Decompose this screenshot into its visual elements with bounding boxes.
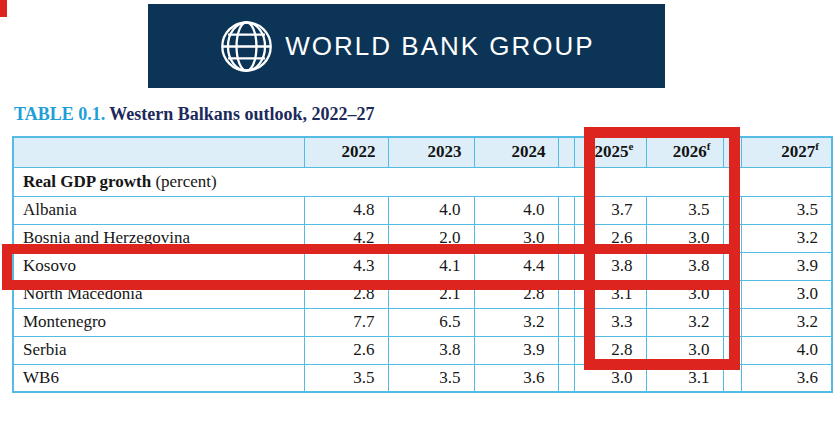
col-header-2024: 2024 [474, 137, 558, 167]
value-cell-2024: 3.2 [474, 308, 558, 336]
table-row-montenegro: Montenegro7.76.53.23.33.23.2 [13, 308, 832, 336]
gap-cell [723, 224, 741, 252]
value-cell-2024: 4.0 [474, 196, 558, 224]
banner-logo-text: WORLD BANK GROUP [285, 31, 594, 62]
col-header-2027: 2027f [741, 137, 832, 167]
section-cell: Real GDP growth (percent) [13, 167, 832, 196]
value-cell-2022: 4.8 [304, 196, 388, 224]
value-cell-2025: 2.8 [574, 336, 646, 364]
value-cell-2023: 4.1 [388, 252, 474, 280]
value-cell-2023: 2.1 [388, 280, 474, 308]
value-cell-2027: 3.9 [741, 252, 832, 280]
gap-cell [723, 308, 741, 336]
value-cell-2025: 2.6 [574, 224, 646, 252]
value-cell-2025: 3.8 [574, 252, 646, 280]
value-cell-2025: 3.0 [574, 364, 646, 392]
table-row-north-macedonia: North Macedonia2.82.12.83.13.03.0 [13, 280, 832, 308]
value-cell-2022: 2.8 [304, 280, 388, 308]
table-row-bosnia-and-herzegovina: Bosnia and Herzegovina4.22.03.02.63.03.2 [13, 224, 832, 252]
col-header-2023: 2023 [388, 137, 474, 167]
value-cell-2027: 3.6 [741, 364, 832, 392]
value-cell-2022: 3.5 [304, 364, 388, 392]
value-cell-2027: 3.5 [741, 196, 832, 224]
value-cell-2025: 3.1 [574, 280, 646, 308]
table-row-wb6: WB63.53.53.63.03.13.6 [13, 364, 832, 392]
value-cell-2022: 2.6 [304, 336, 388, 364]
value-cell-2022: 4.3 [304, 252, 388, 280]
col-superscript: e [629, 141, 634, 153]
table-row-serbia: Serbia2.63.83.9 2.83.0 4.0 [13, 336, 832, 364]
value-cell-2024: 3.9 [474, 336, 558, 364]
gap-cell [723, 364, 741, 392]
value-cell-2025: 3.7 [574, 196, 646, 224]
value-cell-2026: 3.8 [646, 252, 723, 280]
globe-icon [218, 18, 275, 75]
gap-cell [558, 336, 574, 364]
gap-cell [723, 336, 741, 364]
table-row-albania: Albania4.84.04.03.73.53.5 [13, 196, 832, 224]
section-note: (percent) [151, 172, 217, 191]
gap-cell [723, 196, 741, 224]
value-cell-2024: 3.0 [474, 224, 558, 252]
gap-column-header [558, 137, 574, 167]
value-cell-2026: 3.1 [646, 364, 723, 392]
value-cell-2026: 3.2 [646, 308, 723, 336]
section-title: Real GDP growth [23, 172, 151, 191]
value-cell-2022: 7.7 [304, 308, 388, 336]
table-header-row: 202220232024 2025e2026f 2027f [13, 137, 832, 167]
value-cell-2024: 2.8 [474, 280, 558, 308]
country-cell: Serbia [13, 336, 304, 364]
col-header-blank [13, 137, 304, 167]
red-corner-mark [0, 0, 7, 17]
country-cell: WB6 [13, 364, 304, 392]
report-page: WORLD BANK GROUP TABLE 0.1. Western Balk… [0, 0, 836, 423]
value-cell-2027: 3.2 [741, 224, 832, 252]
table-body: Real GDP growth (percent) Albania4.84.04… [13, 167, 832, 392]
table-number-label: TABLE 0.1. [14, 104, 105, 124]
value-cell-2024: 4.4 [474, 252, 558, 280]
col-header-2025: 2025e [574, 137, 646, 167]
table-title: TABLE 0.1. Western Balkans outlook, 2022… [14, 102, 374, 126]
country-cell: North Macedonia [13, 280, 304, 308]
col-superscript: f [815, 141, 819, 153]
value-cell-2023: 3.8 [388, 336, 474, 364]
value-cell-2026: 3.5 [646, 196, 723, 224]
country-cell: Bosnia and Herzegovina [13, 224, 304, 252]
value-cell-2023: 3.5 [388, 364, 474, 392]
gap-cell [558, 224, 574, 252]
value-cell-2023: 4.0 [388, 196, 474, 224]
gap-cell [558, 280, 574, 308]
value-cell-2027: 3.0 [741, 280, 832, 308]
world-bank-banner: WORLD BANK GROUP [148, 4, 665, 88]
outlook-table: 202220232024 2025e2026f 2027f Real GDP gro… [12, 136, 833, 393]
value-cell-2022: 4.2 [304, 224, 388, 252]
country-cell: Kosovo [13, 252, 304, 280]
col-superscript: f [707, 141, 711, 153]
country-cell: Albania [13, 196, 304, 224]
value-cell-2025: 3.3 [574, 308, 646, 336]
value-cell-2026: 3.0 [646, 280, 723, 308]
value-cell-2026: 3.0 [646, 224, 723, 252]
gap-cell [558, 308, 574, 336]
gap-cell [558, 196, 574, 224]
country-cell: Montenegro [13, 308, 304, 336]
value-cell-2023: 2.0 [388, 224, 474, 252]
value-cell-2027: 4.0 [741, 336, 832, 364]
value-cell-2023: 6.5 [388, 308, 474, 336]
col-header-2026: 2026f [646, 137, 723, 167]
value-cell-2027: 3.2 [741, 308, 832, 336]
gap-cell [723, 252, 741, 280]
gap-cell [558, 364, 574, 392]
table-row-kosovo: Kosovo4.34.14.4 3.83.8 3.9 [13, 252, 832, 280]
value-cell-2026: 3.0 [646, 336, 723, 364]
section-row: Real GDP growth (percent) [13, 167, 832, 196]
gap-cell [723, 280, 741, 308]
table-title-text: Western Balkans outlook, 2022–27 [105, 104, 374, 124]
col-header-2022: 2022 [304, 137, 388, 167]
gap-column-header [723, 137, 741, 167]
gap-cell [558, 252, 574, 280]
value-cell-2024: 3.6 [474, 364, 558, 392]
